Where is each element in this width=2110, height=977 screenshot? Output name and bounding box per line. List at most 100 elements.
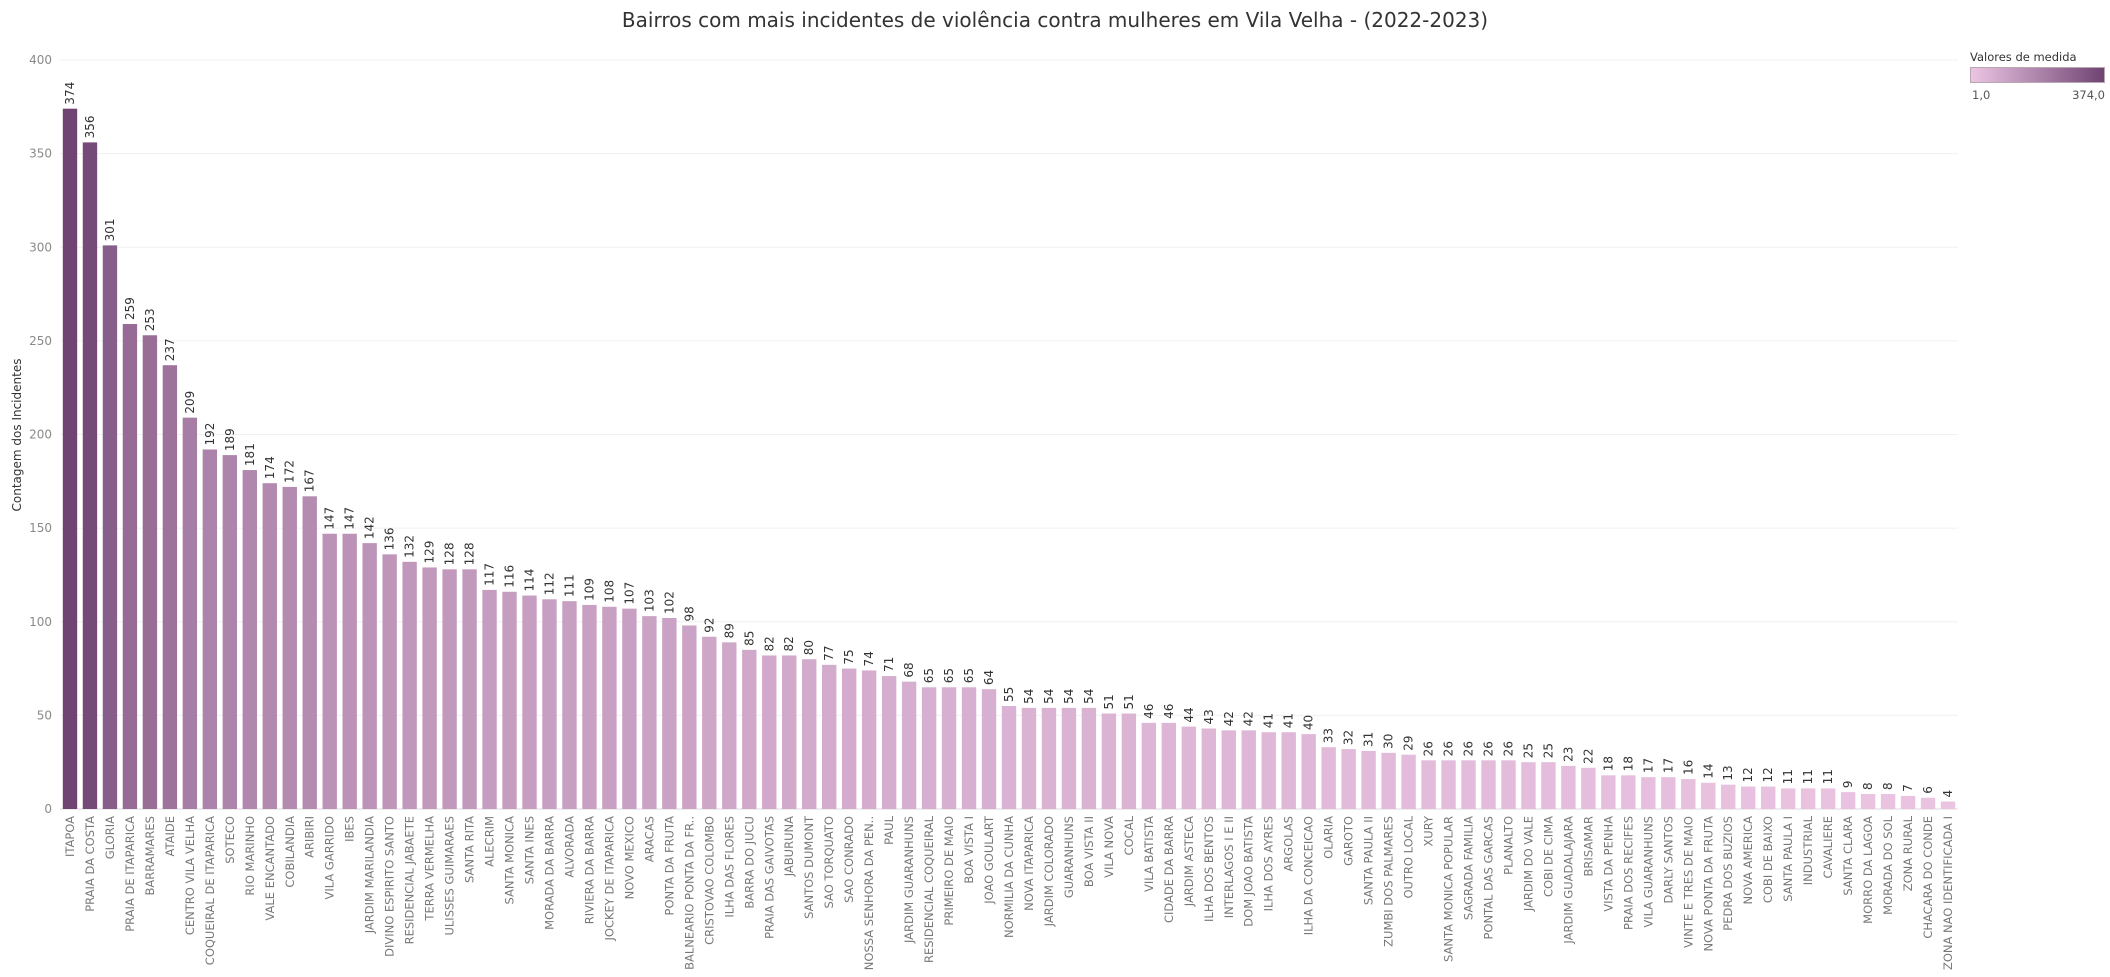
x-tick-label: SAGRADA FAMILIA [1462,816,1476,920]
data-label: 82 [762,636,776,651]
bar [1681,779,1696,809]
x-tick-label: ALECRIM [483,816,497,867]
x-tick-label: RIVIERA DA BARRA [582,816,596,924]
x-tick-label: GLORIA [103,816,117,859]
x-tick-label: TERRA VERMELHA [423,816,437,922]
bar [702,636,717,809]
data-label: 11 [1821,769,1835,784]
bar [142,335,158,809]
data-label: 46 [1162,704,1176,719]
data-label: 356 [83,115,97,138]
x-tick-label: ILHA DOS AYRES [1262,816,1276,911]
data-label: 253 [143,308,157,331]
x-tick-label: RESIDENCIAL JABAETE [403,816,417,944]
bar [1461,760,1476,809]
x-tick-label: NOVA ITAPARICA [1022,816,1036,911]
data-label: 107 [622,582,636,605]
x-tick-label: ZONA RURAL [1901,815,1915,891]
data-label: 108 [602,580,616,603]
data-label: 43 [1202,709,1216,724]
data-label: 11 [1781,769,1795,784]
y-tick-label: 150 [29,521,52,535]
data-label: 89 [722,623,736,638]
x-tick-label: RESIDENCIAL COQUEIRAL [922,815,936,963]
bar [1221,730,1236,809]
bar [322,533,337,809]
y-tick-label: 400 [29,53,52,67]
bar [782,655,797,809]
bar [1421,760,1436,809]
x-tick-label: NOVA AMERICA [1741,816,1755,905]
bar [1840,792,1856,809]
x-tick-label: PONTAL DAS GARCAS [1481,816,1495,940]
x-tick-label: VISTA DA PENHA [1601,816,1615,912]
x-tick-label: NOSSA SENHORA DA PEN.. [862,816,876,970]
data-label: 4 [1941,790,1955,798]
bar [1621,775,1636,809]
bar [182,417,198,809]
data-label: 98 [682,606,696,621]
bar [901,681,917,809]
data-label: 9 [1841,781,1855,789]
bar [1281,732,1296,809]
bar [1161,722,1177,809]
y-tick-label: 300 [29,240,52,254]
bar [1501,760,1516,809]
data-label: 181 [243,443,257,466]
x-tick-label: PAUL [882,815,896,844]
x-tick-label: JARDIM GUADALAJARA [1561,816,1575,945]
data-label: 65 [942,668,956,683]
x-tick-label: JOCKEY DE ITAPARICA [602,816,616,942]
data-label: 80 [802,640,816,655]
data-label: 82 [782,636,796,651]
bar [1381,752,1396,809]
bar [482,589,497,809]
bar [1401,754,1416,809]
bar [1860,794,1876,809]
data-label: 25 [1541,743,1555,758]
data-label: 18 [1621,756,1635,771]
data-label: 17 [1661,758,1675,773]
data-label: 26 [1481,741,1495,756]
y-tick-label: 200 [29,428,52,442]
data-label: 54 [1042,689,1056,704]
data-label: 22 [1581,749,1595,764]
bar [1601,775,1616,809]
bar [1241,730,1256,809]
data-label: 71 [882,657,896,672]
data-label: 26 [1422,741,1436,756]
x-axis-tick-labels: ITAPOA PRAIA DA COSTA GLORIA PRAIA DE ITAPA… [63,815,1955,970]
data-label: 40 [1302,715,1316,730]
bar [1641,777,1656,809]
y-axis: 0 50 100 150 200 250 300 350 400 [29,53,52,816]
x-tick-label: SANTA PAULA II [1362,816,1376,905]
data-label: 111 [562,574,576,597]
x-tick-label: SANTA PAULA I [1781,816,1795,902]
data-label: 54 [1062,689,1076,704]
x-tick-label: BALNEARIO PONTA DA FR.. [682,816,696,970]
y-axis-label: Contagem dos Incidentes [10,359,24,512]
bar [1441,760,1456,809]
bar [1321,747,1336,809]
y-tick-label: 100 [29,615,52,629]
bar [1561,765,1576,809]
bar [682,625,697,809]
x-tick-label: NOVA PONTA DA FRUTA [1701,816,1715,952]
x-tick-label: VINTE E TRES DE MAIO [1681,816,1695,948]
data-label: 17 [1641,758,1655,773]
data-label: 14 [1701,764,1715,779]
data-label: 174 [263,456,277,479]
data-label: 54 [1082,689,1096,704]
bar [1341,749,1356,809]
bar [662,618,677,809]
x-tick-label: PLANALTO [1501,816,1515,875]
data-label: 32 [1342,730,1356,745]
x-tick-label: SANTA CLARA [1841,816,1855,896]
data-label: 18 [1601,756,1615,771]
data-label: 6 [1921,786,1935,794]
bar [162,365,178,809]
bar [722,642,737,809]
bar [1820,788,1836,809]
data-label: 109 [582,578,596,601]
data-label: 11 [1801,769,1815,784]
